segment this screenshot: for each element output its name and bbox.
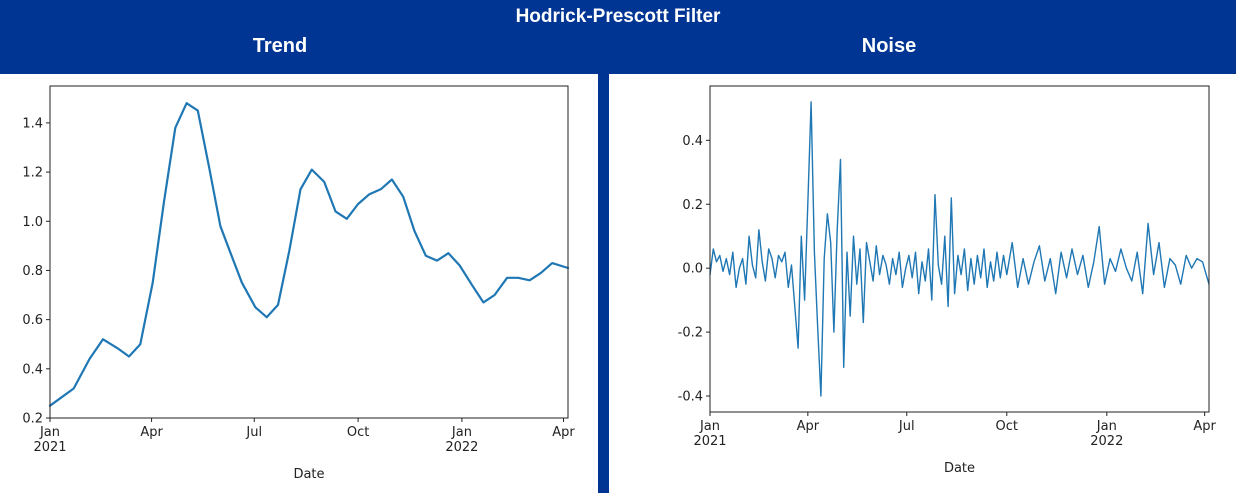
page-title: Hodrick-Prescott Filter <box>515 6 721 27</box>
noise-xtick-label: Jan <box>1096 419 1117 434</box>
noise-ytick-label: -0.2 <box>678 326 703 341</box>
noise-ytick-label: -0.4 <box>678 390 703 405</box>
noise-xtick-year-label: 2022 <box>1090 434 1123 449</box>
trend-ytick-label: 0.8 <box>22 264 43 279</box>
noise-xtick-label: Oct <box>996 419 1018 434</box>
trend-ytick-label: 1.0 <box>22 215 43 230</box>
noise-panel: -0.4 -0.2 0.0 0.2 0.4 Jan 2021 Apr Jul Oct Jan 2022… <box>609 74 1236 493</box>
trend-plot-frame <box>49 85 569 419</box>
noise-xtick-year-label: 2021 <box>693 434 726 449</box>
noise-xaxis-label: Date <box>944 461 975 476</box>
trend-panel-title: Trend <box>252 35 308 57</box>
noise-series-line-0 <box>709 101 1210 397</box>
trend-series-line-0 <box>48 102 570 407</box>
noise-ytick-label: 0.0 <box>682 262 703 277</box>
trend-xtick-label: Jul <box>245 425 262 440</box>
noise-xtick-label: Jan <box>699 419 720 434</box>
trend-ytick-label: 1.4 <box>22 116 43 131</box>
trend-xtick-year-label: 2022 <box>445 440 478 455</box>
noise-xtick-label: Apr <box>797 419 820 434</box>
noise-ytick-label: 0.2 <box>682 198 703 213</box>
trend-xaxis-label: Date <box>293 467 324 482</box>
trend-xtick-year-label: 2021 <box>33 440 66 455</box>
trend-ytick-label: 0.2 <box>22 412 43 427</box>
noise-xtick-label: Jul <box>898 419 915 434</box>
noise-xtick-label: Apr <box>1193 419 1216 434</box>
trend-xtick-label: Oct <box>347 425 369 440</box>
trend-ytick-label: 0.6 <box>22 313 43 328</box>
trend-panel: 0.2 0.4 0.6 0.8 1.0 1.2 1.4 Jan 2021 Apr Jul Oct Jan… <box>0 74 598 493</box>
trend-ytick-label: 1.2 <box>22 166 43 181</box>
trend-ytick-label: 0.4 <box>22 362 43 377</box>
trend-xtick-label: Apr <box>552 425 575 440</box>
noise-plot-frame <box>709 85 1210 413</box>
trend-xtick-label: Jan <box>39 425 60 440</box>
trend-xtick-label: Jan <box>451 425 472 440</box>
noise-panel-title: Noise <box>861 35 917 57</box>
noise-ytick-label: 0.4 <box>682 134 703 149</box>
trend-xtick-label: Apr <box>140 425 163 440</box>
